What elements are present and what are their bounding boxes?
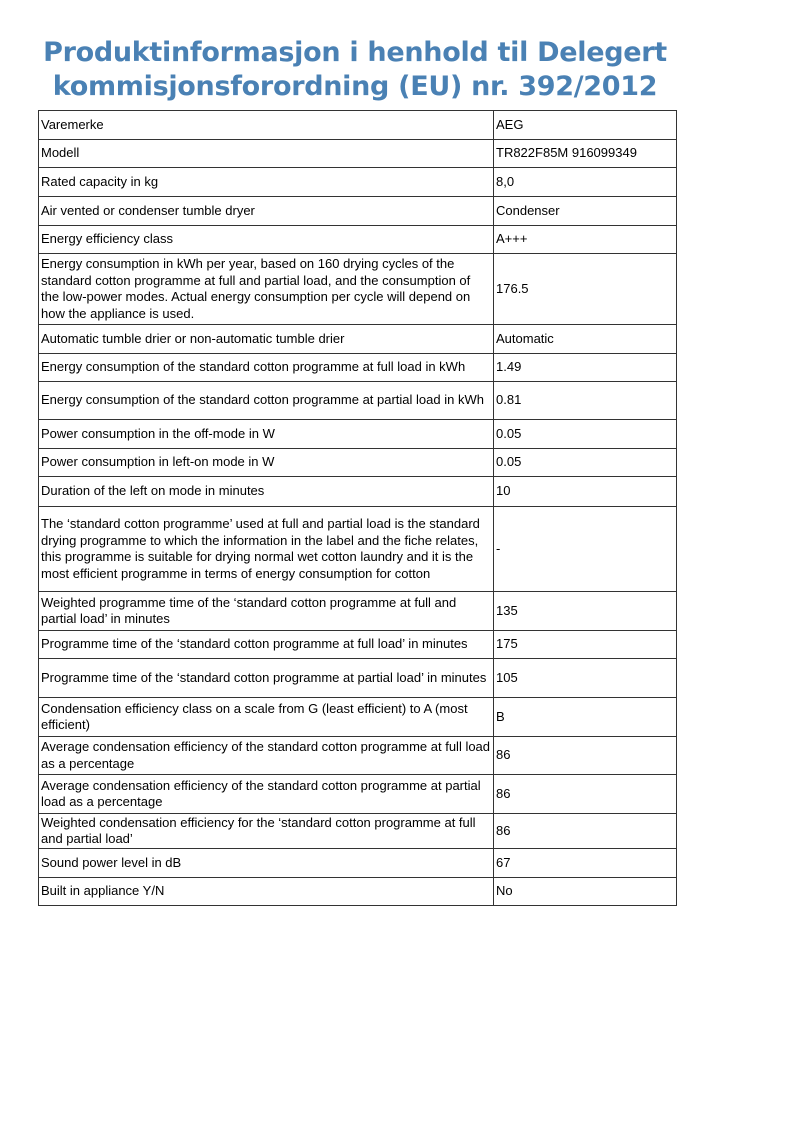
row-label: Varemerke [38, 110, 494, 140]
table-row: Average condensation efficiency of the s… [38, 774, 677, 814]
table-row: Sound power level in dB 67 [38, 848, 677, 878]
table-row: Duration of the left on mode in minutes 1… [38, 476, 677, 507]
row-label: Programme time of the ‘standard cotton p… [38, 658, 494, 698]
table-row: Energy efficiency class A+++ [38, 225, 677, 254]
row-value: 0.05 [493, 448, 677, 477]
row-value: 175 [493, 630, 677, 659]
row-label: Power consumption in left-on mode in W [38, 448, 494, 477]
row-value: 86 [493, 774, 677, 814]
row-value: Automatic [493, 324, 677, 354]
row-value: 67 [493, 848, 677, 878]
row-label: Built in appliance Y/N [38, 877, 494, 906]
row-label: Rated capacity in kg [38, 167, 494, 197]
row-label: Average condensation efficiency of the s… [38, 774, 494, 814]
row-label: Energy consumption in kWh per year, base… [38, 253, 494, 325]
table-row: Weighted programme time of the ‘standard… [38, 591, 677, 631]
row-label: Modell [38, 139, 494, 168]
row-value: 105 [493, 658, 677, 698]
table-row: Condensation efficiency class on a scale… [38, 697, 677, 737]
row-value: 86 [493, 736, 677, 775]
row-value: 135 [493, 591, 677, 631]
row-label: Weighted condensation efficiency for the… [38, 813, 494, 849]
row-label: Energy consumption of the standard cotto… [38, 381, 494, 420]
row-value: 8,0 [493, 167, 677, 197]
row-value: AEG [493, 110, 677, 140]
row-value: 10 [493, 476, 677, 507]
row-value: 0.81 [493, 381, 677, 420]
row-value: 0.05 [493, 419, 677, 449]
row-value: No [493, 877, 677, 906]
table-row: Weighted condensation efficiency for the… [38, 813, 677, 849]
table-row: Built in appliance Y/N No [38, 877, 677, 906]
table-row: Automatic tumble drier or non-automatic … [38, 324, 677, 354]
table-row: Programme time of the ‘standard cotton p… [38, 630, 677, 659]
table-row: The ‘standard cotton programme’ used at … [38, 506, 677, 592]
row-value: Condenser [493, 196, 677, 226]
row-label: Energy consumption of the standard cotto… [38, 353, 494, 382]
table-row: Rated capacity in kg 8,0 [38, 167, 677, 197]
row-value: B [493, 697, 677, 737]
row-label: Sound power level in dB [38, 848, 494, 878]
table-row: Air vented or condenser tumble dryer Cond… [38, 196, 677, 226]
table-row: Power consumption in left-on mode in W 0.… [38, 448, 677, 477]
row-label: Duration of the left on mode in minutes [38, 476, 494, 507]
row-value: 86 [493, 813, 677, 849]
table-row: Varemerke AEG [38, 110, 677, 140]
row-value: TR822F85M 916099349 [493, 139, 677, 168]
row-value: - [493, 506, 677, 592]
row-value: A+++ [493, 225, 677, 254]
row-label: Energy efficiency class [38, 225, 494, 254]
row-label: The ‘standard cotton programme’ used at … [38, 506, 494, 592]
row-value: 1.49 [493, 353, 677, 382]
table-row: Power consumption in the off-mode in W 0.… [38, 419, 677, 449]
row-label: Power consumption in the off-mode in W [38, 419, 494, 449]
row-label: Air vented or condenser tumble dryer [38, 196, 494, 226]
table-row: Programme time of the ‘standard cotton p… [38, 658, 677, 698]
table-row: Modell TR822F85M 916099349 [38, 139, 677, 168]
table-row: Energy consumption in kWh per year, base… [38, 253, 677, 325]
row-label: Average condensation efficiency of the s… [38, 736, 494, 775]
row-label: Programme time of the ‘standard cotton p… [38, 630, 494, 659]
product-info-table: Varemerke AEG Modell TR822F85M 916099349 Rat… [38, 110, 677, 906]
row-label: Automatic tumble drier or non-automatic … [38, 324, 494, 354]
row-label: Weighted programme time of the ‘standard… [38, 591, 494, 631]
table-row: Energy consumption of the standard cotto… [38, 353, 677, 382]
table-row: Average condensation efficiency of the s… [38, 736, 677, 775]
row-value: 176.5 [493, 253, 677, 325]
page-title: Produktinformasjon i henhold til Deleger… [43, 37, 667, 102]
row-label: Condensation efficiency class on a scale… [38, 697, 494, 737]
table-row: Energy consumption of the standard cotto… [38, 381, 677, 420]
